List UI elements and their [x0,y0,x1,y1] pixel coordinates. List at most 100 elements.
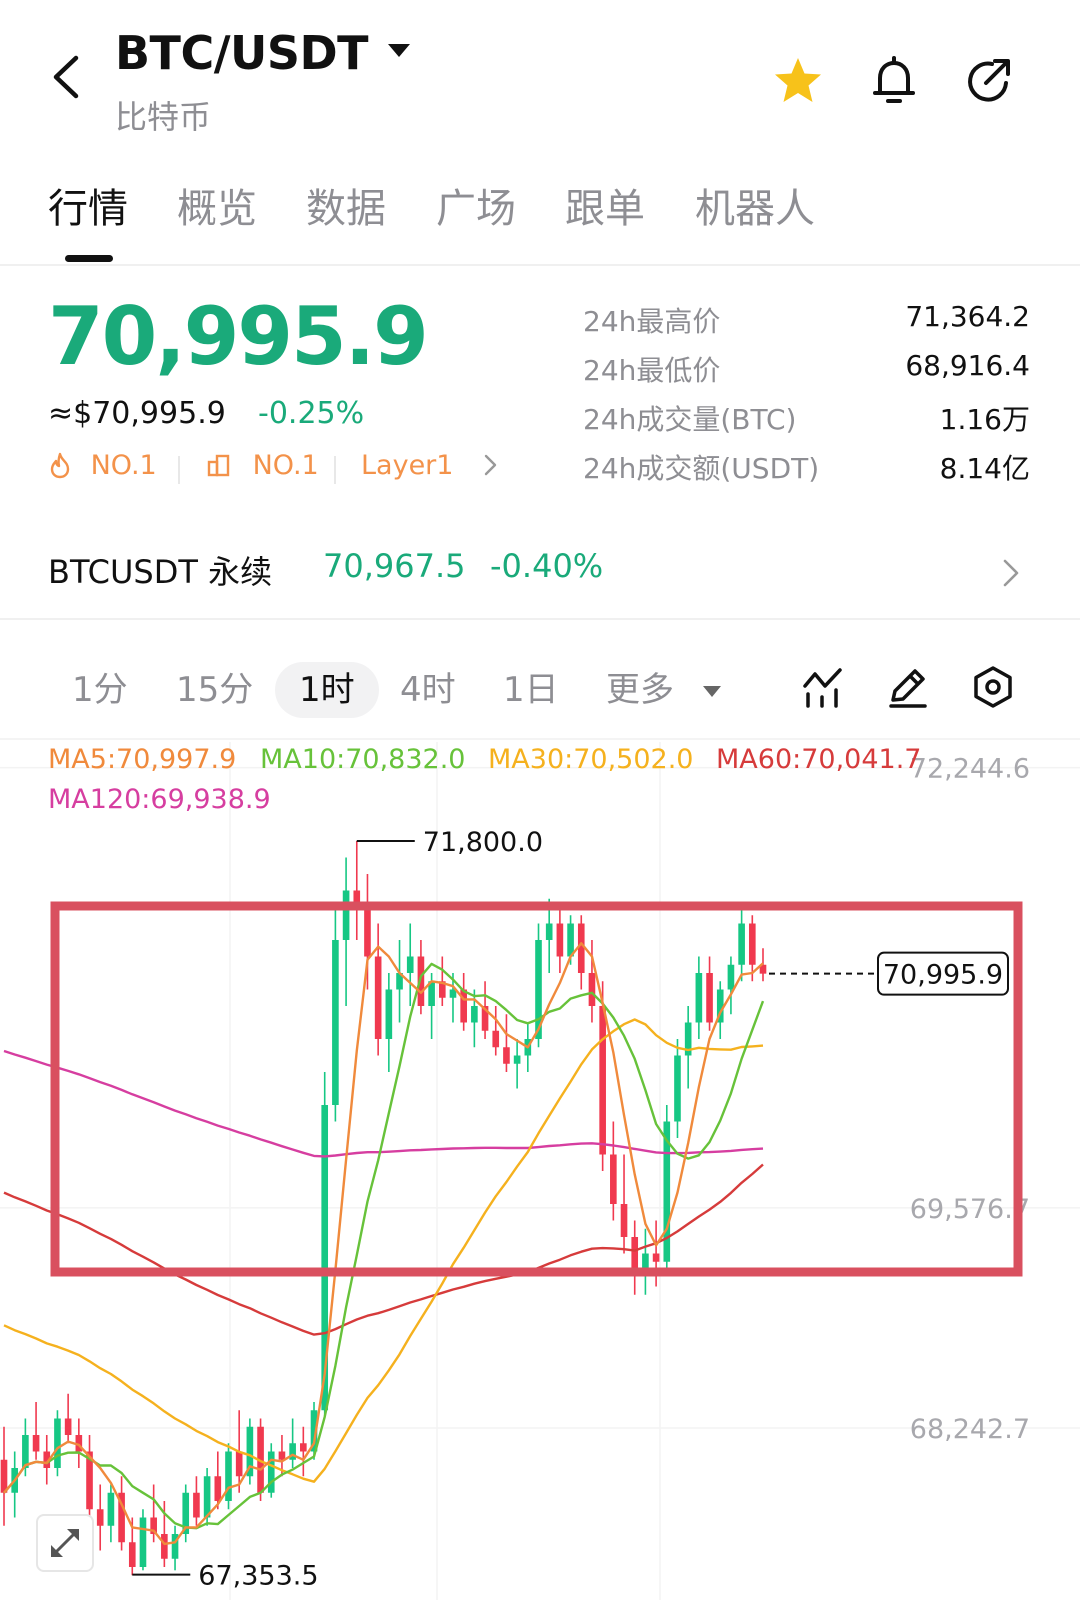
candle-body [449,989,457,998]
interval-1d[interactable]: 1日 [503,670,559,710]
price-change-percent: -0.25% [258,396,365,431]
perpetual-change: -0.40% [490,547,604,585]
market-cap-rank-badge[interactable]: NO.1 [206,450,319,481]
draw-pencil-icon[interactable] [885,664,931,710]
bell-icon[interactable] [868,55,920,107]
candle-body [139,1517,147,1567]
stat-label-low: 24h最低价 [583,354,721,387]
candle-body [652,1253,660,1262]
candle-body [684,1022,692,1056]
candle-body [406,956,414,973]
last-price: 70,995.9 [48,290,429,383]
tab-overview[interactable]: 概览 [177,186,257,232]
settings-hex-icon[interactable] [970,664,1016,710]
interval-1m[interactable]: 1分 [72,670,128,710]
candle-body [161,1534,168,1559]
candle-body [674,1055,681,1122]
candle-body [759,964,767,974]
tab-square[interactable]: 广场 [436,186,516,232]
high-marker-label: 71,800.0 [423,827,543,858]
low-marker-label: 67,353.5 [198,1561,318,1592]
tab-market[interactable]: 行情 [48,186,128,232]
market-cap-icon [207,454,230,477]
stat-value-low: 68,916.4 [905,349,1030,382]
candle-body [599,1006,606,1155]
pair-subtitle: 比特币 [115,98,212,136]
candle-body [171,1534,179,1559]
candle-body [567,923,574,957]
ma5-legend: MA5:70,997.9 [48,744,237,775]
y-axis-label: 69,576.7 [910,1194,1030,1225]
interval-4h[interactable]: 4时 [400,670,456,710]
ma30-line [3,1018,764,1483]
last-price-label: 70,995.9 [883,960,1003,991]
perpetual-price: 70,967.5 [323,547,466,585]
expand-icon [51,1529,79,1557]
candle-body [54,1418,61,1468]
candle-body [332,940,339,1105]
flame-icon [50,452,70,479]
candle-body [492,1030,500,1048]
candle-body [289,1443,296,1460]
hot-rank-badge[interactable]: NO.1 [48,450,157,481]
tab-copy-trading[interactable]: 跟单 [565,186,645,232]
candle-body [748,923,756,965]
active-tab-indicator [65,255,113,262]
interval-bar: 1分 15分 1时 4时 1日 更多 [0,640,1080,740]
chevron-right-icon [484,454,497,476]
stat-value-high: 71,364.2 [905,300,1030,333]
candle-body [727,964,735,990]
kline-chart[interactable]: 72,244.6 69,576.7 68,242.7 71,800.0 67,353.5… [0,742,1080,1600]
candle-body [385,989,393,1039]
candle-body [203,1476,211,1518]
back-arrow-icon[interactable] [46,52,86,102]
candle-body [438,981,446,998]
candle-body [128,1542,136,1567]
share-icon[interactable] [962,55,1014,107]
category-badge[interactable]: Layer1 [361,450,500,481]
pair-title[interactable]: BTC/USDT [115,26,369,80]
ma60-line [3,1163,764,1336]
tab-bots[interactable]: 机器人 [695,186,815,232]
candle-body [460,989,467,1023]
header: BTC/USDT 比特币 [0,0,1080,150]
candle-body [182,1492,190,1534]
more-caret-icon[interactable] [703,686,721,697]
pair-dropdown-caret-icon[interactable] [388,44,410,57]
candle-body [738,923,745,965]
candle-body [43,1451,51,1468]
stat-value-turnover: 8.14亿 [939,452,1030,485]
candle-body [428,981,435,1006]
star-icon[interactable] [772,55,824,107]
candle-body [620,1204,628,1237]
interval-more[interactable]: 更多 [606,670,674,710]
candle-body [150,1517,157,1534]
interval-15m[interactable]: 15分 [176,670,254,710]
expand-chart-button[interactable] [36,1514,94,1572]
section-tabs: 行情 概览 数据 广场 跟单 机器人 [0,176,1080,266]
category-label: Layer1 [361,450,454,481]
perpetual-contract-row[interactable]: BTCUSDT 永续 70,967.5 -0.40% [0,525,1080,620]
ma5-line [3,942,764,1546]
candle-body [396,973,403,990]
kline-chart-canvas[interactable]: 72,244.6 69,576.7 68,242.7 71,800.0 67,353.5… [0,742,1080,1600]
candle-body [64,1418,72,1435]
stat-label-high: 24h最高价 [583,305,721,338]
candle-body [267,1451,275,1493]
candle-body [642,1253,649,1270]
ma30-legend: MA30:70,502.0 [488,744,694,775]
candle-body [214,1476,222,1501]
candle-body [471,1006,478,1023]
candle-body [588,973,596,1006]
candle-body [225,1451,232,1501]
ma60-legend: MA60:70,041.7 [716,744,922,775]
candle-body [235,1451,243,1477]
indicator-icon[interactable] [800,664,846,710]
last-price-box [877,951,1009,996]
tab-data[interactable]: 数据 [306,186,386,232]
candle-body [695,973,703,1023]
candle-body [545,923,553,940]
candle-body [556,923,564,957]
candle-body [96,1509,104,1526]
interval-1h[interactable]: 1时 [275,662,379,718]
